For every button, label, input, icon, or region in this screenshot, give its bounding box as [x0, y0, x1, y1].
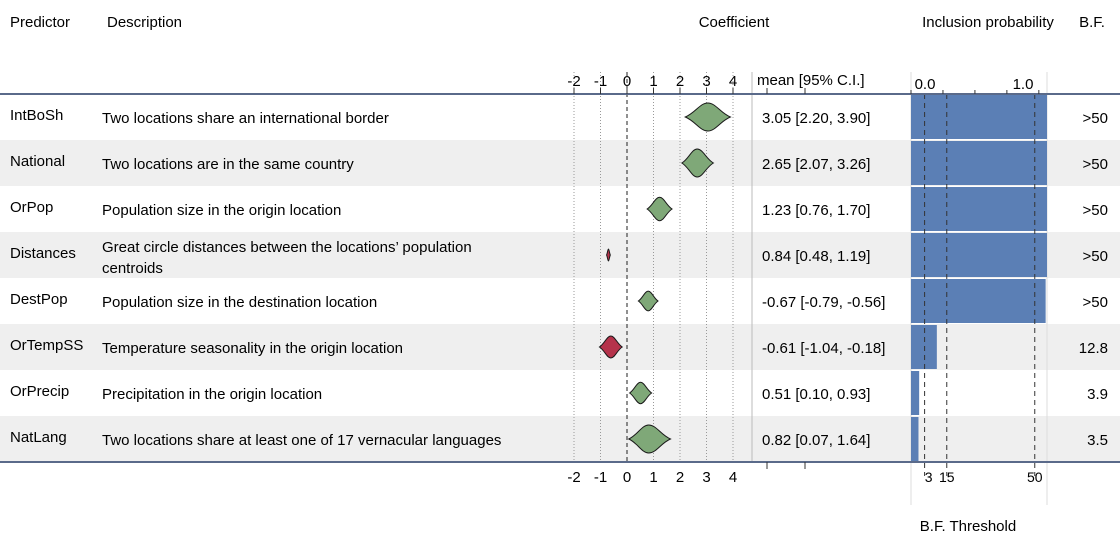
header-predictor: Predictor [10, 14, 70, 31]
predictor-rows: IntBoSh Two locations share an internatio… [10, 107, 1108, 449]
bayes-factor-value: 3.9 [1087, 386, 1108, 403]
inclusion-bar [911, 95, 1047, 139]
coefficient-tick-label-bottom: 2 [676, 469, 684, 486]
predictor-description: Population size in the origin location [102, 202, 341, 219]
inclusion-bar [911, 233, 1047, 277]
bf-threshold-tick-label: 15 [939, 469, 955, 485]
coefficient-tick-label-top: 4 [729, 73, 737, 90]
mean-ci-value: 0.84 [0.48, 1.19] [762, 248, 870, 265]
predictor-description: Two locations are in the same country [102, 156, 354, 173]
bayes-factor-value: >50 [1083, 294, 1108, 311]
coefficient-tick-label-top: 0 [623, 73, 631, 90]
coefficient-tick-label-top: 2 [676, 73, 684, 90]
predictor-name: Distances [10, 245, 76, 262]
coefficient-tick-label-bottom: -1 [594, 469, 607, 486]
coefficient-tick-label-bottom: 1 [649, 469, 657, 486]
bayes-factor-value: >50 [1083, 110, 1108, 127]
predictor-name: National [10, 153, 65, 170]
coefficient-tick-label-top: -2 [567, 73, 580, 90]
coefficient-violin [627, 424, 672, 454]
inclusion-bars [911, 95, 1047, 461]
coefficient-violin [646, 196, 673, 222]
inclusion-bar [911, 371, 920, 415]
bf-threshold-lines [924, 94, 1036, 476]
bayes-factor-value: 3.5 [1087, 432, 1108, 449]
coefficient-violin [683, 102, 732, 132]
coefficient-violin [606, 248, 611, 262]
header-bf: B.F. [1079, 14, 1105, 31]
coefficient-violin [598, 335, 624, 359]
mean-ci-value: 2.65 [2.07, 3.26] [762, 156, 870, 173]
bf-threshold-tick-label: 50 [1027, 469, 1043, 485]
header-coefficient: Coefficient [699, 14, 770, 31]
predictor-description: Temperature seasonality in the origin lo… [102, 340, 403, 357]
inclusion-bar [911, 417, 919, 461]
inclusion-tick-label: 0.0 [915, 76, 936, 93]
coefficient-tick-label-bottom: 3 [702, 469, 710, 486]
coefficient-violin [628, 381, 653, 405]
coefficient-tick-label-bottom: 4 [729, 469, 737, 486]
predictor-name: DestPop [10, 291, 68, 308]
inclusion-bar [911, 279, 1046, 323]
predictor-description: Two locations share at least one of 17 v… [102, 432, 501, 449]
predictor-name: OrPop [10, 199, 53, 216]
inclusion-tick-label: 1.0 [1013, 76, 1034, 93]
predictor-description: Precipitation in the origin location [102, 386, 322, 403]
header-inclusion: Inclusion probability [922, 14, 1054, 31]
mean-ci-value: 1.23 [0.76, 1.70] [762, 202, 870, 219]
coefficient-tick-label-bottom: 0 [623, 469, 631, 486]
axis-ticks: 3 15 50 -2 -2 -1 -1 0 0 1 1 2 2 3 3 4 4 0.0 1.0 [567, 73, 1042, 486]
predictor-description: Two locations share an international bor… [102, 110, 389, 127]
bf-threshold-label: B.F. Threshold [920, 518, 1016, 535]
mean-ci-value: -0.67 [-0.79, -0.56] [762, 294, 885, 311]
inclusion-bar [911, 141, 1047, 185]
bayes-factor-value: 12.8 [1079, 340, 1108, 357]
bayes-factor-value: >50 [1083, 202, 1108, 219]
coefficient-tick-label-bottom: -2 [567, 469, 580, 486]
coefficient-violins [598, 102, 732, 454]
mean-ci-value: 3.05 [2.20, 3.90] [762, 110, 870, 127]
table-rules [0, 93, 1120, 463]
predictor-name: NatLang [10, 429, 67, 446]
mean-ci-value: 0.51 [0.10, 0.93] [762, 386, 870, 403]
predictor-description: Population size in the destination locat… [102, 294, 377, 311]
inclusion-bar [911, 187, 1047, 231]
coefficient-violin [637, 290, 659, 312]
predictor-name: OrTempSS [10, 337, 83, 354]
coefficient-tick-label-top: -1 [594, 73, 607, 90]
row-shade [0, 416, 1120, 462]
header-description: Description [107, 14, 182, 31]
bf-threshold-tick-label: 3 [925, 469, 933, 485]
predictor-name: OrPrecip [10, 383, 69, 400]
bayes-factor-value: >50 [1083, 156, 1108, 173]
predictor-description: Great circle distances between the locat… [102, 239, 472, 256]
coefficient-tick-label-top: 3 [702, 73, 710, 90]
mean-ci-value: -0.61 [-1.04, -0.18] [762, 340, 885, 357]
mean-ci-value: 0.82 [0.07, 1.64] [762, 432, 870, 449]
predictor-name: IntBoSh [10, 107, 63, 124]
bayes-factor-value: >50 [1083, 248, 1108, 265]
header-mean-ci: mean [95% C.I.] [757, 72, 865, 89]
coefficient-violin [680, 148, 715, 178]
predictor-description: centroids [102, 260, 163, 277]
coefficient-tick-label-top: 1 [649, 73, 657, 90]
inclusion-bar [911, 325, 937, 369]
